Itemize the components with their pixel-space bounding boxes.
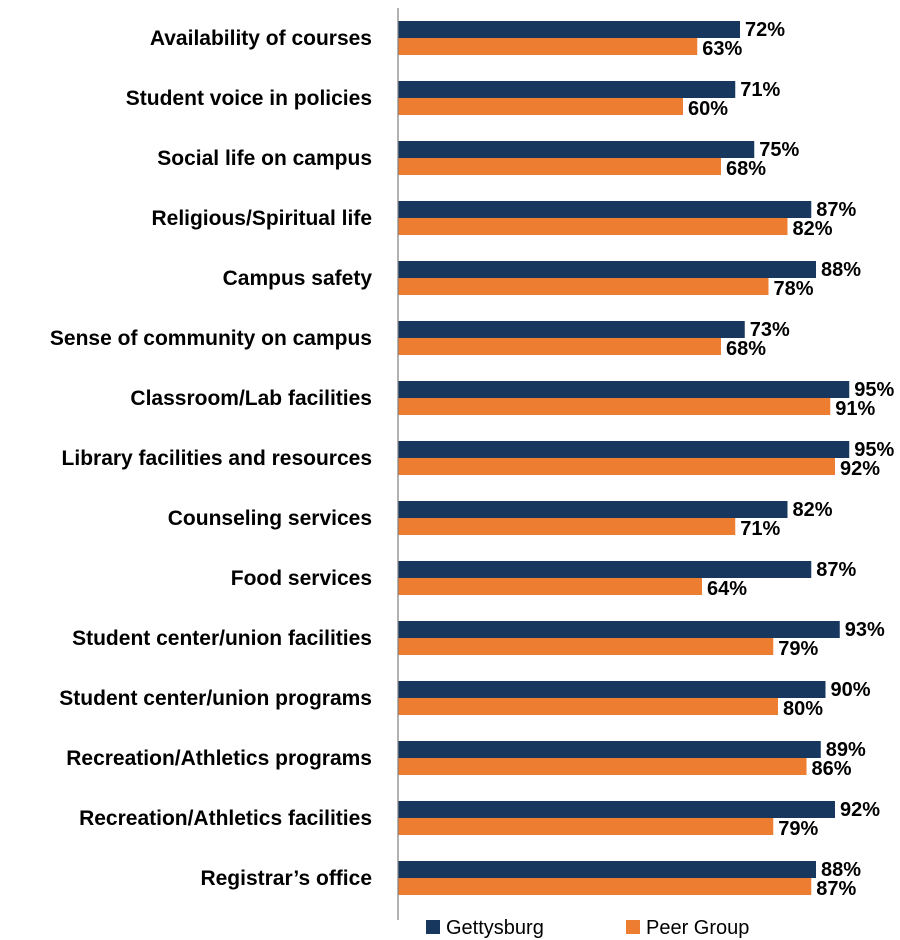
bar-gettysburg-food-services	[398, 561, 812, 578]
legend-label-peer-group: Peer Group	[646, 917, 749, 939]
category-labels: Availability of courses Student voice in …	[50, 27, 372, 890]
value-label-peer-group-religious-spiritual-life: 82%	[793, 218, 833, 240]
bar-gettysburg-social-life-on-campus	[398, 141, 755, 158]
value-label-peer-group-student-center-union-facilities: 79%	[778, 638, 818, 660]
value-label-gettysburg-social-life-on-campus: 75%	[759, 139, 799, 161]
value-label-peer-group-sense-of-community-on-campus: 68%	[726, 338, 766, 360]
category-label-classroom-lab-facilities: Classroom/Lab facilities	[130, 387, 372, 410]
category-label-library-facilities-and-resources: Library facilities and resources	[62, 447, 372, 470]
value-label-gettysburg-registrar-s-office: 88%	[821, 859, 861, 881]
value-label-gettysburg-recreation-athletics-programs: 89%	[826, 739, 866, 761]
bars	[398, 21, 850, 895]
category-label-religious-spiritual-life: Religious/Spiritual life	[151, 207, 372, 230]
bar-peer-group-availability-of-courses	[398, 38, 698, 55]
value-label-gettysburg-student-voice-in-policies: 71%	[740, 79, 780, 101]
value-label-peer-group-recreation-athletics-programs: 86%	[812, 758, 852, 780]
bar-peer-group-recreation-athletics-programs	[398, 758, 807, 775]
bar-gettysburg-student-center-union-facilities	[398, 621, 840, 638]
bar-peer-group-religious-spiritual-life	[398, 218, 788, 235]
legend-swatch-peer-group	[626, 920, 640, 934]
bar-gettysburg-recreation-athletics-programs	[398, 741, 821, 758]
value-label-peer-group-registrar-s-office: 87%	[816, 878, 856, 900]
value-label-peer-group-counseling-services: 71%	[740, 518, 780, 540]
value-label-gettysburg-religious-spiritual-life: 87%	[816, 199, 856, 221]
bar-peer-group-food-services	[398, 578, 702, 595]
value-label-peer-group-food-services: 64%	[707, 578, 747, 600]
value-label-peer-group-student-voice-in-policies: 60%	[688, 98, 728, 120]
bar-gettysburg-student-center-union-programs	[398, 681, 826, 698]
bar-gettysburg-library-facilities-and-resources	[398, 441, 850, 458]
value-label-gettysburg-student-center-union-programs: 90%	[831, 679, 871, 701]
value-label-gettysburg-availability-of-courses: 72%	[745, 19, 785, 41]
bar-gettysburg-sense-of-community-on-campus	[398, 321, 745, 338]
legend: Gettysburg Peer Group	[426, 917, 749, 939]
bar-peer-group-social-life-on-campus	[398, 158, 721, 175]
value-label-gettysburg-library-facilities-and-resources: 95%	[854, 439, 894, 461]
bar-gettysburg-registrar-s-office	[398, 861, 816, 878]
value-label-gettysburg-campus-safety: 88%	[821, 259, 861, 281]
value-label-gettysburg-sense-of-community-on-campus: 73%	[750, 319, 790, 341]
value-label-peer-group-recreation-athletics-facilities: 79%	[778, 818, 818, 840]
value-label-peer-group-social-life-on-campus: 68%	[726, 158, 766, 180]
value-label-peer-group-student-center-union-programs: 80%	[783, 698, 823, 720]
value-labels: 72%63%71%60%75%68%87%82%88%78%73%68%95%9…	[688, 19, 894, 900]
bar-peer-group-sense-of-community-on-campus	[398, 338, 721, 355]
bar-gettysburg-counseling-services	[398, 501, 788, 518]
bar-gettysburg-classroom-lab-facilities	[398, 381, 850, 398]
bar-gettysburg-availability-of-courses	[398, 21, 740, 38]
value-label-peer-group-availability-of-courses: 63%	[702, 38, 742, 60]
category-label-recreation-athletics-programs: Recreation/Athletics programs	[66, 747, 372, 770]
legend-swatch-gettysburg	[426, 920, 440, 934]
category-label-student-center-union-facilities: Student center/union facilities	[72, 627, 372, 650]
value-label-peer-group-classroom-lab-facilities: 91%	[835, 398, 875, 420]
category-label-registrar-s-office: Registrar’s office	[200, 867, 372, 890]
legend-label-gettysburg: Gettysburg	[446, 917, 544, 939]
category-label-food-services: Food services	[231, 567, 372, 590]
value-label-gettysburg-classroom-lab-facilities: 95%	[854, 379, 894, 401]
category-label-campus-safety: Campus safety	[223, 267, 373, 290]
value-label-gettysburg-food-services: 87%	[816, 559, 856, 581]
bar-gettysburg-student-voice-in-policies	[398, 81, 736, 98]
value-label-gettysburg-recreation-athletics-facilities: 92%	[840, 799, 880, 821]
bar-peer-group-student-voice-in-policies	[398, 98, 683, 115]
category-label-sense-of-community-on-campus: Sense of community on campus	[50, 327, 372, 350]
bar-peer-group-library-facilities-and-resources	[398, 458, 835, 475]
bar-gettysburg-recreation-athletics-facilities	[398, 801, 835, 818]
bar-peer-group-student-center-union-programs	[398, 698, 778, 715]
bar-peer-group-campus-safety	[398, 278, 769, 295]
bar-peer-group-classroom-lab-facilities	[398, 398, 831, 415]
bar-gettysburg-campus-safety	[398, 261, 816, 278]
category-label-availability-of-courses: Availability of courses	[150, 27, 372, 50]
bar-peer-group-registrar-s-office	[398, 878, 812, 895]
category-label-student-voice-in-policies: Student voice in policies	[126, 87, 372, 110]
value-label-gettysburg-student-center-union-facilities: 93%	[845, 619, 885, 641]
bar-peer-group-recreation-athletics-facilities	[398, 818, 774, 835]
bar-peer-group-counseling-services	[398, 518, 736, 535]
category-label-social-life-on-campus: Social life on campus	[157, 147, 372, 170]
value-label-peer-group-campus-safety: 78%	[774, 278, 814, 300]
category-label-counseling-services: Counseling services	[168, 507, 372, 530]
bar-gettysburg-religious-spiritual-life	[398, 201, 812, 218]
category-label-student-center-union-programs: Student center/union programs	[59, 687, 372, 710]
value-label-gettysburg-counseling-services: 82%	[793, 499, 833, 521]
bar-peer-group-student-center-union-facilities	[398, 638, 774, 655]
category-label-recreation-athletics-facilities: Recreation/Athletics facilities	[79, 807, 372, 830]
value-label-peer-group-library-facilities-and-resources: 92%	[840, 458, 880, 480]
